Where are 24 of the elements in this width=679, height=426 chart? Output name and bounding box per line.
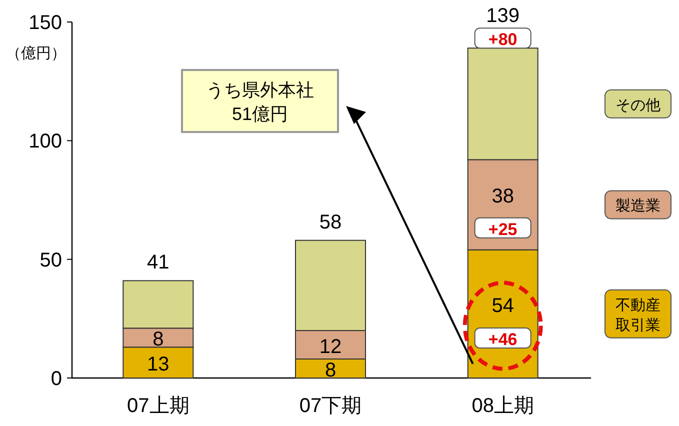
data-label: 8 — [324, 360, 336, 382]
data-label: 54 — [492, 294, 514, 317]
annotation: うち県外本社 51億円 — [206, 80, 314, 124]
x-tick-label: 07下期 — [299, 395, 362, 417]
total-label: 41 — [147, 252, 170, 274]
data-label: 13 — [147, 354, 170, 376]
data-label: 12 — [319, 336, 342, 358]
y-tick-label: 150 — [28, 12, 62, 34]
data-label: 38 — [492, 186, 514, 208]
x-tick-label: 07上期 — [127, 395, 190, 417]
y-axis-title: （億円） — [6, 45, 66, 62]
y-tick-label: 50 — [40, 249, 62, 272]
annotation: +80 — [488, 30, 518, 50]
annotation: +25 — [488, 220, 518, 239]
total-label: 58 — [319, 211, 342, 234]
data-label: 8 — [152, 328, 164, 351]
annotation: +46 — [488, 330, 518, 349]
total-label: 139 — [486, 5, 520, 28]
x-tick-label: 08上期 — [472, 395, 534, 417]
text: 製造業 — [616, 198, 660, 215]
text: その他 — [616, 96, 660, 114]
y-tick-label: 0 — [50, 368, 62, 390]
y-tick-label: 100 — [28, 130, 62, 153]
text: 不動産取引業 — [616, 296, 660, 334]
